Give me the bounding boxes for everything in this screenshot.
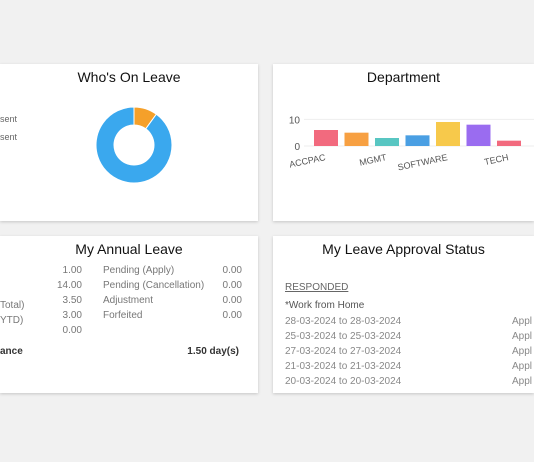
annual-leave-label: Pending (Cancellation) <box>103 280 205 291</box>
department-bar[interactable] <box>466 124 491 146</box>
y-tick-label: 10 <box>289 115 301 126</box>
department-bar[interactable] <box>375 138 399 146</box>
leave-status: Appl <box>512 376 533 387</box>
balance-value: 1.50 day(s) <box>187 346 239 357</box>
leave-date-range[interactable]: 21-03-2024 to 21-03-2024 <box>285 361 402 372</box>
whos-on-leave-donut-chart <box>95 106 173 184</box>
annual-leave-value: 0.00 <box>222 265 242 276</box>
annual-leave-value: 3.50 <box>62 295 82 306</box>
whos-on-leave-card: Who's On Leave sent sent <box>0 64 258 221</box>
legend-item[interactable]: sent <box>0 114 18 124</box>
annual-leave-label: YTD) <box>0 315 24 326</box>
balance-label: ance <box>0 346 23 357</box>
department-bar[interactable] <box>314 130 338 146</box>
whos-on-leave-title: Who's On Leave <box>77 69 181 85</box>
leave-date-range[interactable]: 25-03-2024 to 25-03-2024 <box>285 331 402 342</box>
annual-leave-value: 0.00 <box>62 325 82 336</box>
annual-leave-label: Adjustment <box>103 295 154 306</box>
department-bar[interactable] <box>497 140 521 146</box>
y-tick-label: 0 <box>294 142 300 153</box>
x-tick-label: TECH <box>483 152 509 167</box>
department-card: Department 10 0 ACCPAC MGMT SOFTWARE TECH <box>273 64 534 221</box>
leave-date-range[interactable]: 28-03-2024 to 28-03-2024 <box>285 316 402 327</box>
leave-status: Appl <box>512 346 533 357</box>
department-title: Department <box>366 69 441 85</box>
annual-leave-label: Pending (Apply) <box>103 265 175 276</box>
leave-status: Appl <box>512 361 533 372</box>
donut-slice[interactable] <box>95 106 173 184</box>
annual-leave-value: 0.00 <box>222 280 242 291</box>
leave-date-range[interactable]: 20-03-2024 to 20-03-2024 <box>285 376 402 387</box>
annual-leave-card: My Annual Leave Total) YTD) 1.00 14.00 3… <box>0 236 258 393</box>
leave-status: Appl <box>512 331 533 342</box>
leave-approval-status-title: My Leave Approval Status <box>322 241 485 257</box>
annual-leave-label: Forfeited <box>103 310 143 321</box>
leave-type-label: *Work from Home <box>285 300 365 311</box>
annual-leave-value: 0.00 <box>222 310 242 321</box>
annual-leave-value: 0.00 <box>222 295 242 306</box>
annual-leave-value: 14.00 <box>56 280 82 291</box>
x-tick-label: SOFTWARE <box>397 152 449 172</box>
leave-status: Appl <box>512 316 533 327</box>
x-tick-label: ACCPAC <box>288 152 327 170</box>
x-tick-label: MGMT <box>358 152 387 168</box>
leave-date-range[interactable]: 27-03-2024 to 27-03-2024 <box>285 346 402 357</box>
annual-leave-title: My Annual Leave <box>75 241 183 257</box>
responded-section-header[interactable]: RESPONDED <box>285 282 349 293</box>
department-bar[interactable] <box>344 132 369 146</box>
leave-approval-status-card: My Leave Approval Status RESPONDED *Work… <box>273 236 534 393</box>
annual-leave-value: 1.00 <box>62 265 82 276</box>
department-bar[interactable] <box>436 122 460 146</box>
legend-item[interactable]: sent <box>0 132 18 142</box>
annual-leave-label: Total) <box>0 300 25 311</box>
department-bar[interactable] <box>405 135 430 146</box>
annual-leave-value: 3.00 <box>62 310 82 321</box>
